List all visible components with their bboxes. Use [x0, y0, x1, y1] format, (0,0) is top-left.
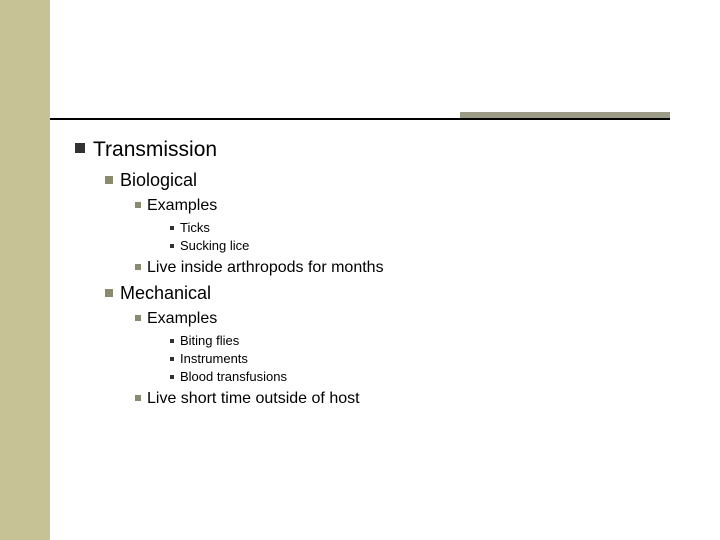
- lvl4-text: Ticks: [180, 220, 210, 235]
- outline-lvl2-biological: Biological: [105, 170, 384, 191]
- outline-lvl4-item: Sucking lice: [170, 238, 384, 253]
- dot-bullet-icon: [170, 375, 174, 379]
- square-bullet-icon: [135, 264, 141, 270]
- dot-bullet-icon: [170, 357, 174, 361]
- outline-lvl4-item: Ticks: [170, 220, 384, 235]
- lvl3-text: Examples: [147, 197, 217, 214]
- dot-bullet-icon: [170, 226, 174, 230]
- lvl3-text: Live short time outside of host: [147, 390, 360, 407]
- square-bullet-icon: [105, 289, 113, 297]
- lvl3-text: Live inside arthropods for months: [147, 259, 384, 276]
- lvl2-text: Mechanical: [120, 283, 211, 303]
- outline-lvl1: Transmission: [75, 138, 384, 162]
- dot-bullet-icon: [170, 339, 174, 343]
- outline-lvl3-bio-note: Live inside arthropods for months: [135, 259, 384, 277]
- lvl4-text: Biting flies: [180, 333, 239, 348]
- lvl4-text: Sucking lice: [180, 238, 249, 253]
- outline-lvl4-item: Blood transfusions: [170, 369, 384, 384]
- lvl4-text: Instruments: [180, 351, 248, 366]
- lvl4-text: Blood transfusions: [180, 369, 287, 384]
- outline-lvl4-item: Instruments: [170, 351, 384, 366]
- outline-lvl2-mechanical: Mechanical: [105, 283, 384, 304]
- outline-lvl3-mech-examples: Examples: [135, 310, 384, 328]
- square-bullet-icon: [75, 143, 85, 153]
- square-bullet-icon: [135, 202, 141, 208]
- left-accent-band: [0, 0, 50, 540]
- title-rule: [50, 118, 670, 120]
- lvl3-text: Examples: [147, 310, 217, 327]
- square-bullet-icon: [135, 395, 141, 401]
- outline-lvl4-item: Biting flies: [170, 333, 384, 348]
- square-bullet-icon: [135, 315, 141, 321]
- lvl2-text: Biological: [120, 170, 197, 190]
- dot-bullet-icon: [170, 244, 174, 248]
- outline-lvl3-bio-examples: Examples: [135, 197, 384, 215]
- outline-lvl3-mech-note: Live short time outside of host: [135, 390, 384, 408]
- square-bullet-icon: [105, 176, 113, 184]
- lvl1-text: Transmission: [93, 138, 217, 161]
- slide-outline: Transmission Biological Examples Ticks S…: [75, 138, 384, 413]
